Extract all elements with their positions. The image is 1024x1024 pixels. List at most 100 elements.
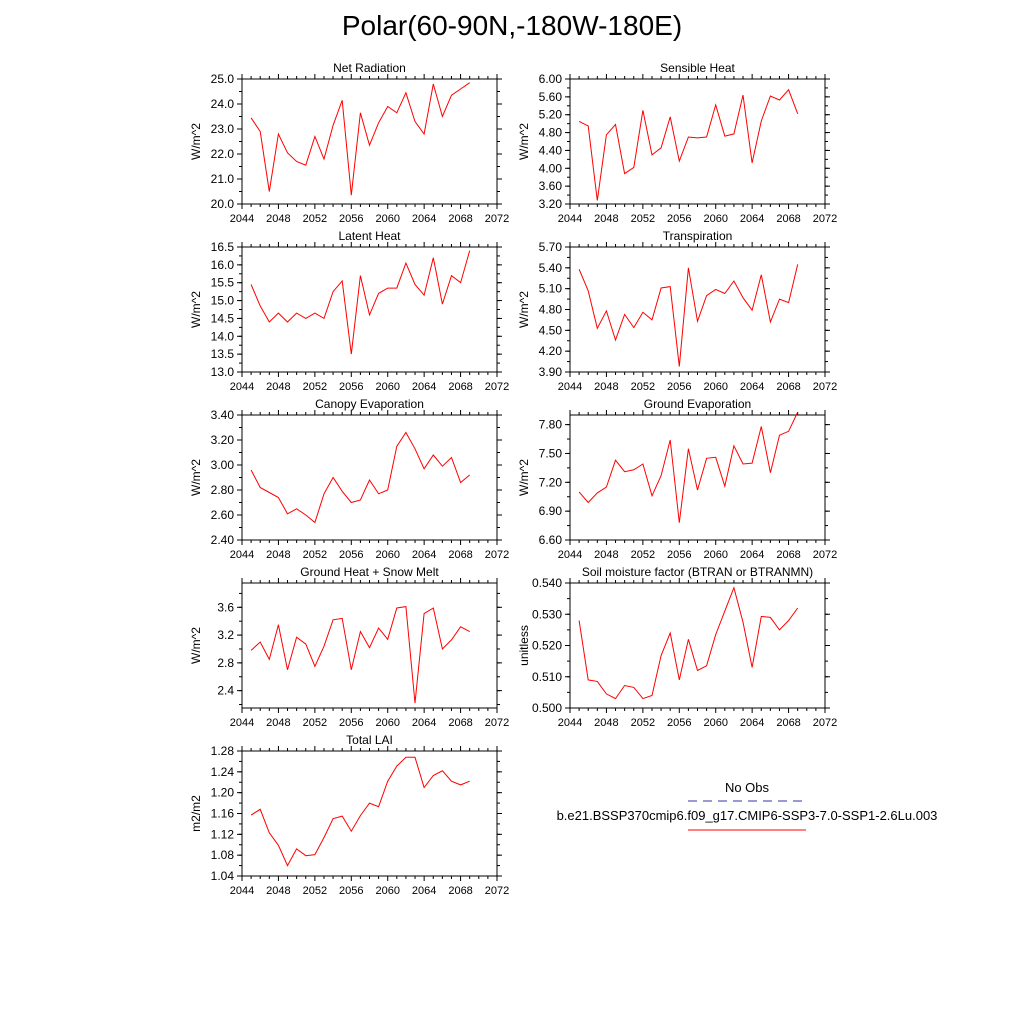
x-tick-label: 2048 — [594, 549, 618, 561]
x-tick-label: 2056 — [667, 717, 691, 729]
y-axis-label: W/m^2 — [189, 123, 203, 160]
x-tick-label: 2048 — [266, 549, 290, 561]
legend-obs-label: No Obs — [725, 780, 770, 795]
y-tick-label: 3.20 — [211, 433, 235, 447]
y-tick-label: 5.40 — [539, 261, 563, 275]
y-tick-label: 5.60 — [539, 90, 563, 104]
y-axis-label: unitless — [517, 625, 531, 666]
y-tick-label: 5.20 — [539, 108, 563, 122]
panel-title: Ground Evaporation — [644, 397, 751, 411]
plot-frame — [569, 414, 826, 541]
panel-latent-heat: 2044 2048 2052 2056 2060 2064 2068 2072 13.0 13.5… — [189, 229, 509, 393]
series-line — [578, 586, 799, 700]
y-tick-label: 4.50 — [539, 323, 563, 337]
x-tick-label: 2072 — [485, 717, 509, 729]
plot-frame — [241, 582, 498, 709]
x-tick-label: 2044 — [230, 213, 254, 225]
x-tick-label: 2064 — [412, 213, 436, 225]
x-tick-label: 2068 — [448, 381, 472, 393]
y-tick-label: 15.0 — [211, 294, 235, 308]
x-tick-label: 2064 — [412, 381, 436, 393]
series-line — [578, 88, 799, 201]
y-tick-label: 24.0 — [211, 97, 235, 111]
x-tick-label: 2072 — [813, 381, 837, 393]
x-tick-label: 2072 — [485, 549, 509, 561]
x-tick-label: 2068 — [776, 549, 800, 561]
x-tick-label: 2068 — [448, 213, 472, 225]
x-tick-label: 2072 — [813, 717, 837, 729]
x-tick-label: 2048 — [266, 885, 290, 897]
y-tick-label: 16.0 — [211, 258, 235, 272]
y-tick-label: 15.5 — [211, 276, 235, 290]
x-tick-label: 2056 — [667, 549, 691, 561]
plot-frame — [569, 246, 826, 373]
x-tick-label: 2064 — [412, 549, 436, 561]
x-tick-label: 2068 — [448, 885, 472, 897]
legend: No Obs b.e21.BSSP370cmip6.f09_g17.CMIP6-S… — [557, 780, 937, 831]
x-tick-label: 2060 — [375, 549, 399, 561]
y-tick-label: 22.0 — [211, 147, 235, 161]
x-tick-label: 2056 — [339, 717, 363, 729]
y-tick-label: 1.24 — [211, 765, 235, 779]
x-tick-label: 2052 — [631, 381, 655, 393]
x-tick-label: 2060 — [703, 213, 727, 225]
y-tick-label: 0.510 — [532, 670, 562, 684]
y-axis-label: W/m^2 — [189, 459, 203, 496]
y-tick-label: 4.80 — [539, 303, 563, 317]
y-tick-label: 2.80 — [211, 483, 235, 497]
y-tick-label: 0.540 — [532, 576, 562, 590]
x-tick-label: 2052 — [303, 549, 327, 561]
y-tick-label: 2.60 — [211, 508, 235, 522]
x-tick-label: 2068 — [776, 717, 800, 729]
panel-title: Soil moisture factor (BTRAN or BTRANMN) — [582, 565, 813, 579]
x-tick-label: 2048 — [266, 213, 290, 225]
y-axis-label: W/m^2 — [517, 459, 531, 496]
x-tick-label: 2052 — [631, 549, 655, 561]
x-tick-label: 2064 — [412, 885, 436, 897]
y-tick-label: 2.4 — [217, 684, 234, 698]
y-tick-label: 1.08 — [211, 848, 235, 862]
x-tick-label: 2068 — [776, 213, 800, 225]
series-line — [250, 250, 471, 355]
y-tick-label: 4.00 — [539, 161, 563, 175]
series-line — [250, 431, 471, 524]
x-tick-label: 2064 — [740, 717, 764, 729]
x-tick-label: 2048 — [594, 717, 618, 729]
y-axis-label: m2/m2 — [189, 795, 203, 832]
x-tick-label: 2064 — [740, 213, 764, 225]
series-line — [250, 82, 470, 196]
x-tick-label: 2052 — [303, 885, 327, 897]
y-tick-label: 6.60 — [539, 533, 563, 547]
x-tick-label: 2044 — [558, 381, 582, 393]
x-tick-label: 2072 — [485, 381, 509, 393]
plot-frame — [569, 78, 826, 205]
panel-soil-moisture-factor: 2044 2048 2052 2056 2060 2064 2068 2072 0.500 0.5… — [517, 565, 837, 729]
x-tick-label: 2064 — [740, 381, 764, 393]
panel-title: Ground Heat + Snow Melt — [300, 565, 439, 579]
series-line — [578, 411, 799, 523]
panel-title: Latent Heat — [338, 229, 401, 243]
series-line — [578, 264, 799, 367]
panel-title: Total LAI — [346, 733, 393, 747]
y-axis-label: W/m^2 — [517, 123, 531, 160]
y-tick-label: 1.20 — [211, 786, 235, 800]
y-tick-label: 13.5 — [211, 347, 235, 361]
x-tick-label: 2056 — [667, 381, 691, 393]
x-tick-label: 2052 — [303, 717, 327, 729]
y-tick-label: 3.40 — [211, 408, 235, 422]
x-tick-label: 2044 — [558, 549, 582, 561]
x-tick-label: 2064 — [412, 717, 436, 729]
x-tick-label: 2056 — [339, 549, 363, 561]
x-tick-label: 2048 — [594, 213, 618, 225]
y-tick-label: 3.00 — [211, 458, 235, 472]
x-tick-label: 2052 — [303, 381, 327, 393]
x-tick-label: 2044 — [230, 885, 254, 897]
y-tick-label: 25.0 — [211, 72, 235, 86]
x-tick-label: 2068 — [448, 717, 472, 729]
plot-frame — [241, 750, 498, 877]
x-tick-label: 2044 — [558, 213, 582, 225]
x-tick-label: 2044 — [230, 381, 254, 393]
y-tick-label: 1.04 — [211, 869, 235, 883]
panel-title: Canopy Evaporation — [315, 397, 424, 411]
y-tick-label: 3.60 — [539, 179, 563, 193]
